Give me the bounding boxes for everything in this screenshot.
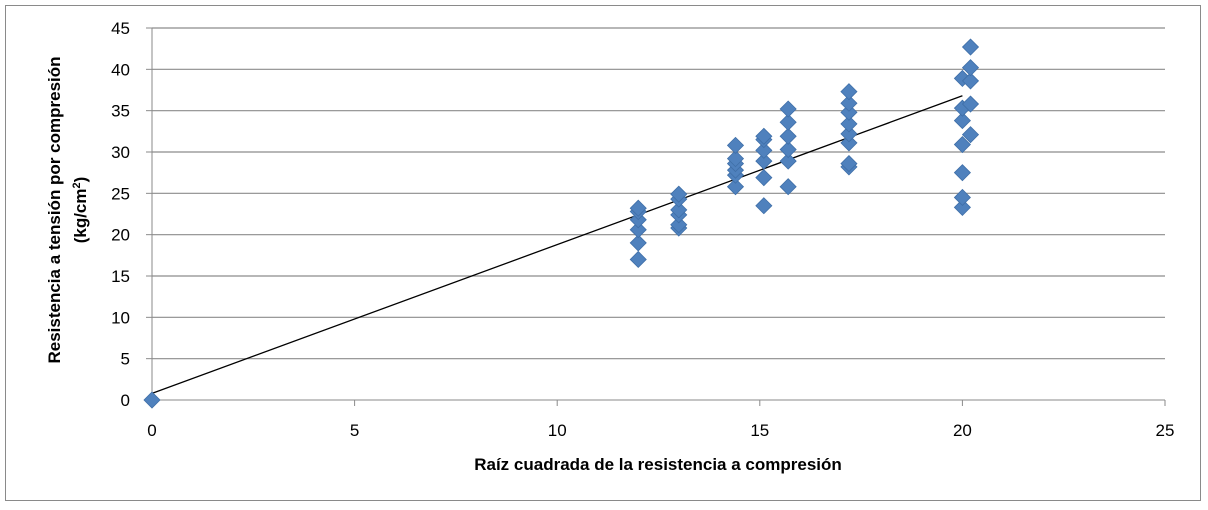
- data-points: [143, 38, 980, 409]
- data-point: [779, 140, 797, 159]
- data-point: [629, 221, 647, 239]
- data-point: [961, 95, 980, 113]
- data-point: [629, 250, 647, 269]
- data-point: [755, 127, 773, 145]
- data-point: [953, 112, 971, 130]
- data-point: [755, 141, 773, 159]
- data-point: [953, 164, 971, 182]
- y-axis-unit-superscript: 2: [71, 182, 83, 188]
- data-point: [629, 199, 647, 217]
- y-tick-label: 45: [111, 19, 130, 38]
- y-tick-label: 15: [111, 267, 130, 286]
- chart-frame: [5, 5, 1201, 501]
- y-tick-label: 10: [111, 308, 130, 327]
- data-point: [840, 115, 858, 133]
- y-axis-title-line2: (kg/cm2): [71, 177, 90, 244]
- data-point: [961, 72, 980, 90]
- data-point: [629, 234, 647, 252]
- trendline: [151, 95, 963, 394]
- data-point: [779, 127, 797, 145]
- data-point: [143, 391, 161, 409]
- data-point: [953, 135, 971, 154]
- y-tick-label: 5: [121, 350, 130, 369]
- data-point: [755, 152, 773, 170]
- data-point: [840, 125, 858, 143]
- y-tick-label: 40: [111, 60, 130, 79]
- data-point: [726, 178, 745, 196]
- y-axis-unit-close: ): [71, 177, 90, 183]
- data-point: [779, 100, 797, 118]
- y-tick-label: 0: [121, 391, 130, 410]
- y-axis-title: Resistencia a tensión por compresión (kg…: [45, 56, 90, 363]
- data-point: [840, 94, 858, 112]
- data-point: [726, 136, 745, 154]
- x-tick-label: 5: [350, 421, 359, 440]
- gridlines: [152, 27, 1165, 360]
- data-point: [755, 169, 773, 187]
- data-point: [779, 113, 797, 131]
- data-point: [840, 83, 858, 101]
- data-point: [670, 216, 688, 234]
- data-point: [840, 134, 858, 152]
- x-axis-ticks: 0 5 10 15 20 25: [147, 400, 1174, 440]
- y-axis-unit: (kg/cm: [71, 189, 90, 244]
- x-tick-label: 25: [1156, 421, 1175, 440]
- data-point: [779, 178, 797, 196]
- data-point: [670, 201, 688, 219]
- data-point: [755, 197, 773, 215]
- data-point: [840, 155, 858, 173]
- y-tick-label: 25: [111, 184, 130, 203]
- data-point: [961, 59, 980, 77]
- x-tick-label: 20: [953, 421, 972, 440]
- x-tick-label: 0: [147, 421, 156, 440]
- data-point: [953, 198, 971, 216]
- x-tick-label: 15: [750, 421, 769, 440]
- x-axis-title: Raíz cuadrada de la resistencia a compre…: [474, 455, 842, 474]
- y-tick-label: 20: [111, 226, 130, 245]
- data-point: [961, 38, 980, 56]
- data-point: [840, 103, 858, 121]
- data-point: [961, 126, 980, 144]
- data-point: [953, 188, 971, 207]
- x-tick-label: 10: [548, 421, 567, 440]
- data-point: [726, 150, 745, 168]
- y-axis-ticks: 0 5 10 15 20 25 30 35 40 45: [111, 19, 152, 410]
- y-tick-label: 30: [111, 143, 130, 162]
- y-axis-title-line1: Resistencia a tensión por compresión: [45, 56, 64, 363]
- data-point: [779, 152, 797, 170]
- y-tick-label: 35: [111, 102, 130, 121]
- data-point: [670, 185, 688, 203]
